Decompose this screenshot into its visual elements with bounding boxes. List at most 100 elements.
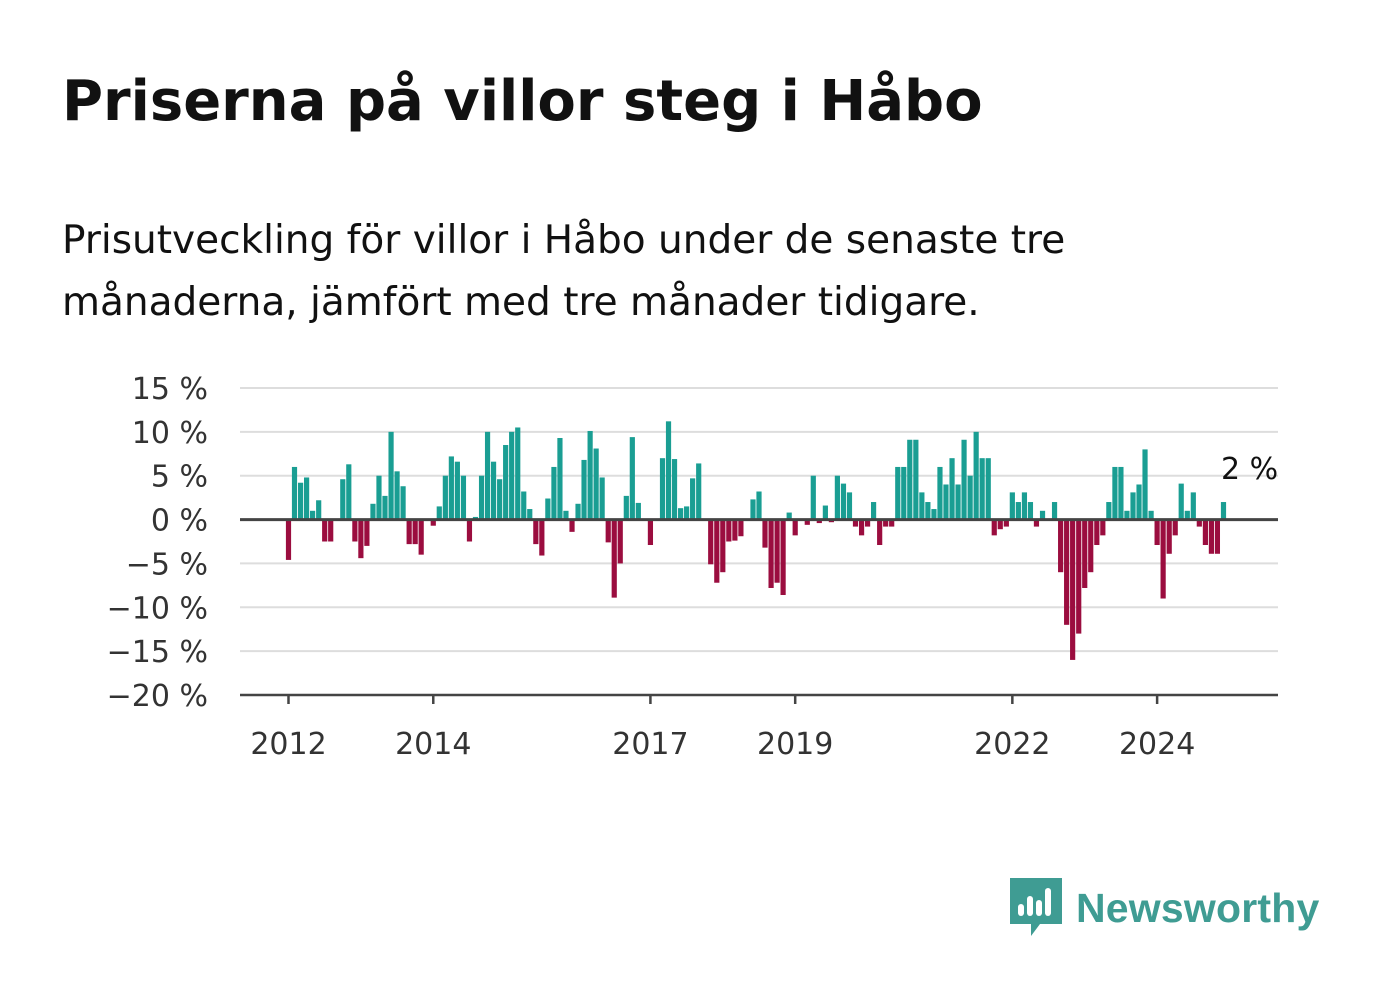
bar [1136, 484, 1142, 520]
bar [629, 437, 635, 520]
newsworthy-logo-icon [1010, 878, 1062, 936]
bar [515, 427, 521, 520]
bar [1094, 519, 1100, 546]
bar [539, 519, 545, 556]
bar [478, 475, 485, 520]
bar [1124, 510, 1130, 520]
bar [1160, 519, 1166, 599]
bar [1021, 492, 1028, 520]
bar [1070, 519, 1076, 660]
bar [708, 519, 714, 565]
bar [690, 478, 696, 520]
bar [484, 431, 491, 520]
bar [575, 503, 581, 520]
bars [285, 421, 1227, 660]
bar [671, 459, 678, 520]
bar [328, 519, 334, 542]
bar [310, 510, 316, 520]
bar [358, 519, 364, 559]
bar [756, 491, 762, 520]
bar [412, 519, 418, 545]
brand-logo: Newsworthy [1010, 878, 1320, 938]
bar [852, 519, 859, 527]
bar [617, 519, 623, 564]
bar [1220, 502, 1227, 520]
bar [792, 519, 798, 536]
bar [382, 495, 388, 520]
bar [1166, 519, 1172, 554]
bar [593, 448, 599, 520]
bar [521, 491, 527, 520]
bar [840, 483, 847, 520]
bar [895, 466, 901, 520]
bar [1154, 519, 1160, 546]
bar [877, 519, 883, 546]
bar [973, 431, 979, 520]
x-tick-label: 2022 [974, 727, 1050, 762]
bar [304, 477, 310, 520]
bar [527, 509, 533, 520]
bar [1214, 519, 1221, 554]
bar [1076, 519, 1082, 634]
bar [418, 519, 424, 555]
y-tick-label: −15 % [107, 635, 208, 670]
bar [774, 519, 780, 583]
bar [448, 456, 454, 520]
bar [726, 519, 732, 542]
bar [738, 519, 744, 537]
bar [1051, 502, 1058, 520]
bar [1178, 483, 1184, 520]
bar [720, 519, 726, 573]
x-tick-label: 2017 [612, 727, 688, 762]
bar [611, 519, 617, 598]
bar [370, 503, 376, 520]
y-tick-label: 10 % [132, 416, 208, 451]
bar [1130, 492, 1136, 520]
y-tick-label: −20 % [107, 679, 208, 714]
annotation-label: 2 % [1221, 452, 1278, 487]
bar [665, 421, 672, 520]
bar [1196, 519, 1202, 527]
bar [889, 519, 895, 527]
bar [1148, 510, 1154, 520]
bar [804, 519, 810, 525]
bar [430, 519, 436, 526]
x-tick-label: 2012 [250, 727, 326, 762]
bar [1003, 519, 1009, 527]
bar [1184, 510, 1190, 520]
bar [557, 437, 563, 520]
bar [442, 475, 448, 520]
bar [503, 445, 509, 520]
bar [864, 519, 871, 527]
bar [985, 458, 991, 520]
bar [967, 475, 973, 520]
bar [991, 519, 997, 536]
bar [460, 475, 467, 520]
bar [858, 519, 865, 536]
bar [1118, 466, 1124, 520]
y-tick-label: −5 % [126, 547, 208, 582]
bar [961, 439, 967, 520]
bar [937, 466, 943, 520]
bar [883, 519, 889, 527]
bar [1208, 519, 1214, 554]
bar [949, 458, 955, 520]
bar [684, 506, 690, 520]
bar [635, 502, 641, 520]
bar [352, 519, 358, 542]
axes [240, 518, 1278, 704]
bar [569, 519, 575, 532]
bar [1039, 510, 1046, 520]
bar [732, 519, 738, 541]
bar [913, 439, 919, 520]
x-tick-label: 2014 [395, 727, 471, 762]
bar [1088, 519, 1094, 573]
bar [979, 458, 985, 520]
bar [316, 500, 322, 520]
chart-subtitle: Prisutveckling för villor i Håbo under d… [62, 218, 1066, 325]
bar [454, 461, 460, 520]
bar [1082, 519, 1088, 588]
bar [1190, 492, 1196, 520]
bar [659, 458, 666, 520]
bar [925, 502, 931, 520]
